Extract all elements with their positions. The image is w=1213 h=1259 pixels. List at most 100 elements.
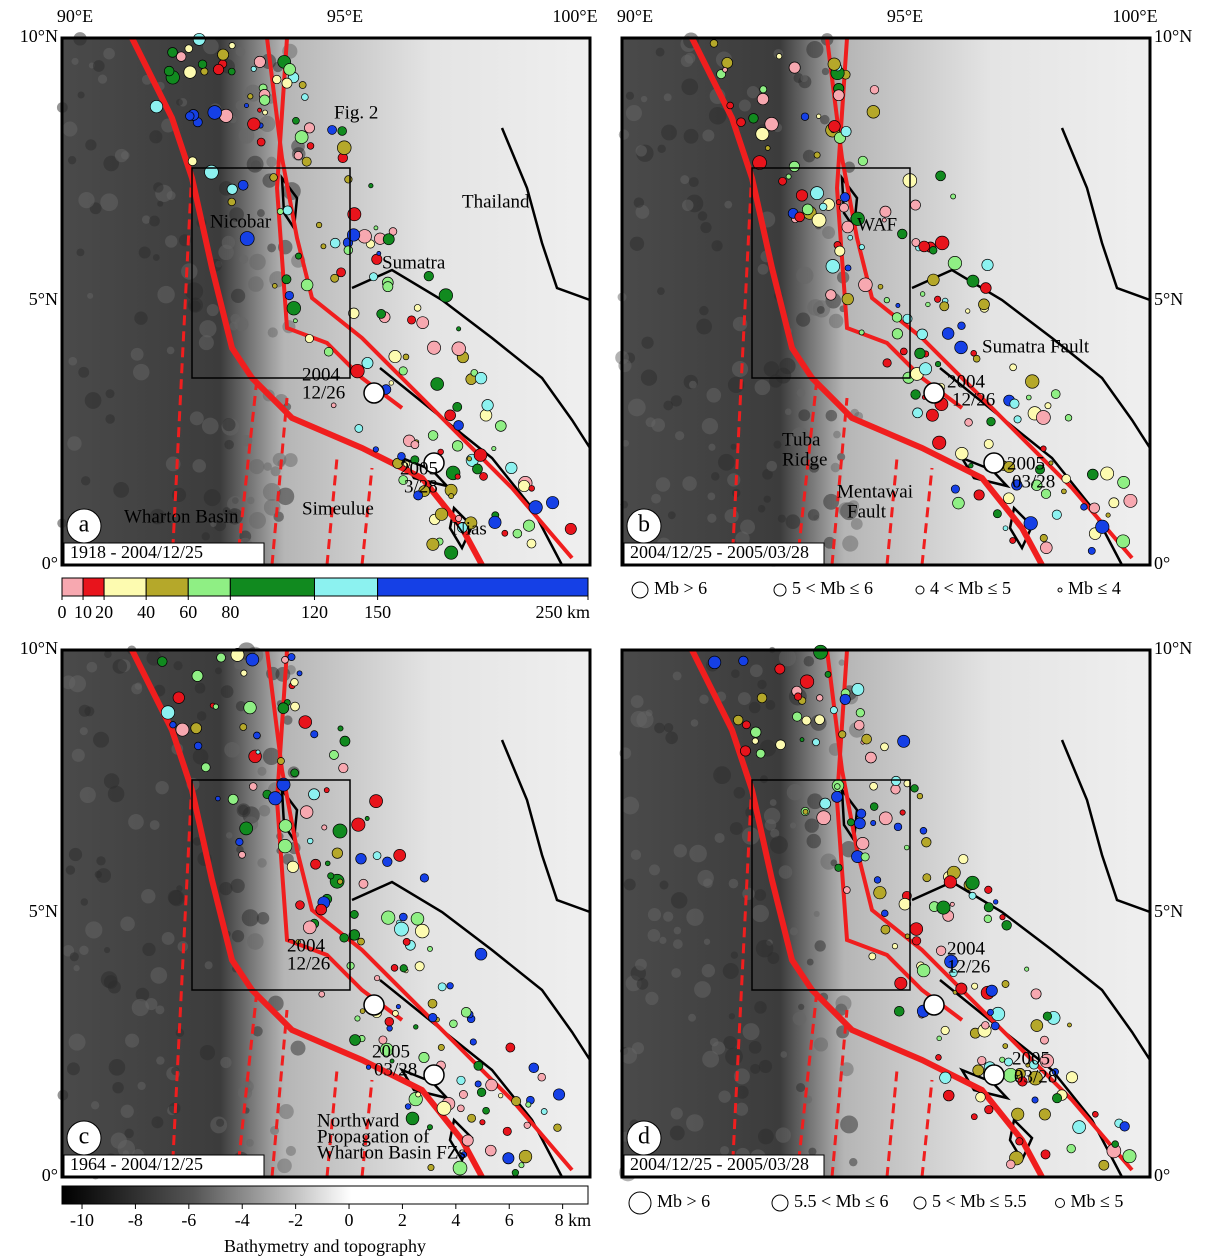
earthquake-marker bbox=[307, 837, 314, 845]
coastline bbox=[379, 979, 564, 1178]
earthquake-marker bbox=[816, 810, 832, 825]
earthquake-marker bbox=[774, 663, 786, 675]
terrain-texture bbox=[757, 504, 766, 513]
terrain-texture bbox=[227, 496, 244, 513]
magnitude-symbol bbox=[913, 1196, 927, 1210]
annotation: Nias bbox=[452, 518, 487, 539]
earthquake-marker bbox=[1017, 1076, 1028, 1087]
earthquake-marker bbox=[987, 1008, 994, 1016]
earthquake-marker bbox=[1003, 492, 1015, 505]
lon-label: 100°E bbox=[552, 6, 597, 26]
earthquake-marker bbox=[239, 821, 254, 836]
earthquake-marker bbox=[358, 878, 369, 889]
earthquake-marker bbox=[1067, 1022, 1072, 1028]
annotation: Nicobar bbox=[210, 211, 272, 232]
terrain-texture bbox=[816, 305, 825, 314]
terrain-texture bbox=[78, 366, 90, 378]
earthquake-marker bbox=[240, 669, 248, 677]
depth-color bbox=[229, 577, 315, 597]
terrain-texture bbox=[285, 1145, 296, 1156]
terrain-texture bbox=[748, 701, 761, 714]
earthquake-marker bbox=[893, 822, 903, 832]
fracture-zone bbox=[170, 167, 194, 566]
earthquake-marker bbox=[751, 737, 759, 745]
earthquake-marker bbox=[868, 952, 877, 961]
period-label: 2004/12/25 - 2005/03/28 bbox=[630, 542, 809, 562]
terrain-texture bbox=[647, 929, 661, 942]
annotation: Sumatra Fault bbox=[982, 336, 1090, 357]
earthquake-marker bbox=[893, 1006, 905, 1017]
terrain-texture bbox=[796, 266, 814, 285]
terrain-texture bbox=[630, 695, 644, 708]
depth-tick-label: 40 bbox=[137, 602, 155, 622]
terrain-texture bbox=[239, 254, 249, 264]
terrain-texture bbox=[645, 709, 653, 717]
earthquake-marker bbox=[310, 858, 321, 870]
earthquake-marker bbox=[811, 212, 827, 228]
earthquake-marker bbox=[215, 795, 221, 802]
earthquake-marker bbox=[298, 715, 312, 729]
lat-label: 5°N bbox=[29, 289, 58, 309]
earthquake-marker bbox=[540, 1108, 548, 1115]
depth-tick-label: 120 bbox=[301, 602, 328, 622]
terrain-texture bbox=[688, 1013, 697, 1022]
terrain-texture bbox=[751, 904, 769, 923]
earthquake-marker bbox=[175, 722, 190, 737]
earthquake-marker bbox=[449, 1019, 458, 1028]
terrain-texture bbox=[276, 487, 295, 506]
earthquake-marker bbox=[891, 943, 898, 950]
earthquake-marker bbox=[972, 354, 981, 363]
earthquake-marker bbox=[980, 282, 992, 294]
earthquake-marker bbox=[395, 1004, 401, 1010]
earthquake-marker bbox=[840, 126, 852, 137]
earthquake-marker bbox=[1025, 1062, 1031, 1068]
terrain-texture bbox=[222, 418, 236, 432]
earthquake-marker bbox=[348, 929, 361, 941]
earthquake-marker bbox=[824, 670, 832, 678]
earthquake-marker bbox=[936, 945, 947, 956]
earthquake-marker bbox=[474, 947, 488, 961]
terrain-texture bbox=[757, 679, 767, 690]
earthquake-marker bbox=[243, 701, 257, 715]
earthquake-marker bbox=[253, 731, 261, 740]
earthquake-marker bbox=[1030, 1019, 1044, 1032]
earthquake-marker bbox=[388, 350, 402, 364]
earthquake-marker bbox=[413, 304, 422, 312]
earthquake-marker bbox=[1080, 503, 1088, 511]
focal-mechanism bbox=[923, 382, 945, 404]
earthquake-marker bbox=[904, 844, 910, 851]
earthquake-marker bbox=[276, 777, 291, 792]
earthquake-marker bbox=[372, 851, 382, 860]
earthquake-marker bbox=[488, 515, 502, 529]
earthquake-marker bbox=[436, 1101, 452, 1116]
earthquake-marker bbox=[1092, 1111, 1099, 1118]
terrain-texture bbox=[718, 453, 735, 471]
earthquake-marker bbox=[910, 389, 921, 400]
earthquake-marker bbox=[992, 509, 1002, 519]
bathymetry-tick-label: -4 bbox=[235, 1210, 250, 1230]
terrain-texture bbox=[681, 78, 699, 96]
terrain-texture bbox=[157, 200, 164, 207]
earthquake-marker bbox=[1087, 468, 1099, 481]
terrain-texture bbox=[625, 91, 635, 100]
terrain-texture bbox=[272, 452, 287, 467]
terrain-texture bbox=[181, 263, 198, 280]
earthquake-marker bbox=[324, 860, 331, 867]
terrain-texture bbox=[749, 664, 763, 678]
earthquake-marker bbox=[528, 500, 543, 515]
frame bbox=[620, 648, 1152, 1179]
earthquake-marker bbox=[479, 409, 493, 422]
earthquake-marker bbox=[949, 968, 958, 978]
terrain-texture bbox=[803, 656, 815, 667]
terrain-texture bbox=[775, 1127, 791, 1143]
earthquake-marker bbox=[799, 674, 815, 689]
earthquake-marker bbox=[879, 205, 892, 218]
terrain-texture bbox=[203, 489, 221, 507]
earthquake-marker bbox=[329, 237, 341, 249]
earthquake-marker bbox=[381, 910, 396, 925]
terrain-texture bbox=[137, 1081, 146, 1091]
terrain-texture bbox=[675, 431, 685, 441]
lon-label: 90°E bbox=[57, 6, 93, 26]
earthquake-marker bbox=[415, 1091, 421, 1098]
earthquake-marker bbox=[984, 1105, 994, 1115]
